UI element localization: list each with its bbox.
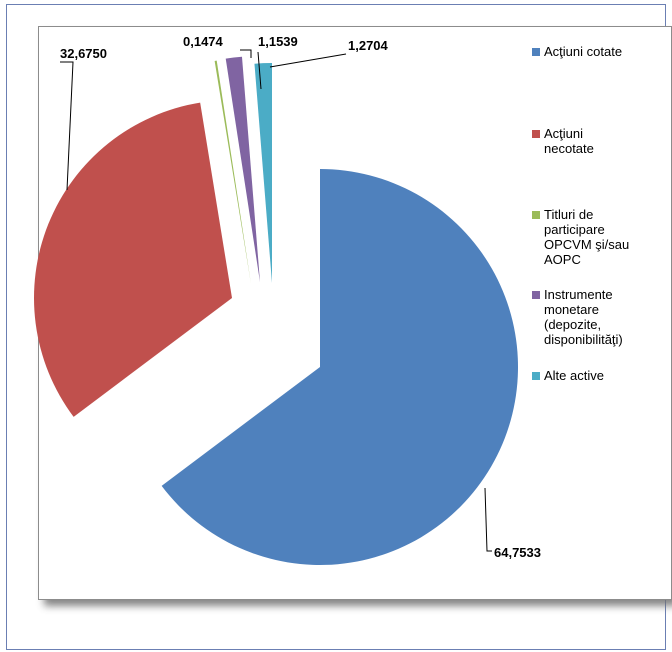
legend-label-instrumente-monetare: Instrumente monetare (depozite, disponib… — [544, 287, 623, 347]
legend-swatch-instrumente-monetare — [532, 291, 540, 299]
leader-line-titluri-participare — [240, 49, 252, 58]
leader-line-alte-active — [269, 53, 347, 68]
legend-item-titluri-participare: Titluri de participare OPCVM şi/sau AOPC — [532, 207, 667, 267]
legend-item-instrumente-monetare: Instrumente monetare (depozite, disponib… — [532, 287, 667, 347]
pie-slice-alte-active — [254, 63, 272, 283]
legend-item-actiuni-necotate: Acţiuni necotate — [532, 126, 667, 156]
pie-slice-instrumente-monetare — [225, 56, 260, 282]
legend-swatch-alte-active — [532, 372, 540, 380]
legend-swatch-titluri-participare — [532, 211, 540, 219]
pie-slice-titluri-participare — [214, 60, 251, 285]
pie-slice-actiuni-cotate — [161, 169, 519, 566]
legend-label-actiuni-cotate: Acţiuni cotate — [544, 44, 623, 59]
data-label-titluri-participare: 0,1474 — [183, 34, 224, 49]
pie-slice-actiuni-necotate — [34, 102, 232, 417]
data-label-actiuni-necotate: 32,6750 — [60, 46, 107, 61]
legend-item-alte-active: Alte active — [532, 368, 667, 383]
legend-swatch-actiuni-necotate — [532, 130, 540, 138]
legend-item-actiuni-cotate: Acţiuni cotate — [532, 44, 667, 59]
legend-label-alte-active: Alte active — [544, 368, 604, 383]
leader-line-instrumente-monetare — [257, 51, 262, 90]
legend-label-actiuni-necotate: Acţiuni necotate — [544, 126, 594, 156]
data-label-actiuni-cotate: 64,7533 — [494, 545, 541, 560]
leader-line-actiuni-necotate — [60, 61, 74, 191]
legend-swatch-actiuni-cotate — [532, 48, 540, 56]
legend-label-titluri-participare: Titluri de participare OPCVM şi/sau AOPC — [544, 207, 630, 267]
data-label-alte-active: 1,2704 — [348, 38, 389, 53]
data-label-instrumente-monetare: 1,1539 — [258, 34, 298, 49]
leader-line-actiuni-cotate — [484, 487, 492, 552]
